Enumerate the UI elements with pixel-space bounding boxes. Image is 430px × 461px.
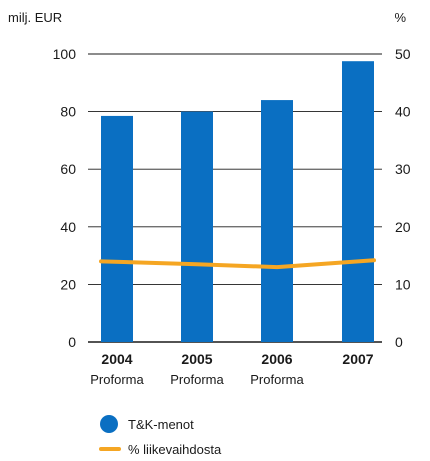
- right-tick-label: 50: [395, 46, 411, 62]
- legend-bar-swatch: [100, 415, 118, 433]
- right-tick-label: 40: [395, 104, 411, 120]
- left-tick-label: 40: [60, 219, 76, 235]
- left-tick-label: 100: [53, 46, 77, 62]
- bar-series: [101, 61, 374, 342]
- bar: [261, 100, 293, 342]
- left-tick-label: 80: [60, 104, 76, 120]
- right-axis-ticks: 0 10 20 30 40 50: [395, 46, 411, 350]
- bar: [342, 61, 374, 342]
- left-tick-label: 0: [68, 334, 76, 350]
- series-line: [99, 258, 376, 270]
- right-tick-label: 0: [395, 334, 403, 350]
- category-sublabel: Proforma: [170, 372, 224, 387]
- left-axis-unit: milj. EUR: [8, 10, 62, 25]
- right-tick-label: 20: [395, 219, 411, 235]
- bar: [181, 111, 213, 342]
- category-sublabel: Proforma: [90, 372, 144, 387]
- right-axis-unit: %: [394, 10, 406, 25]
- category-sublabel: Proforma: [250, 372, 304, 387]
- category-label: 2007: [342, 351, 373, 367]
- gridlines: [88, 53, 382, 343]
- legend-bar-label: T&K-menot: [128, 417, 194, 432]
- legend-line-label: % liikevaihdosta: [128, 442, 222, 457]
- right-tick-label: 10: [395, 276, 411, 292]
- left-axis-ticks: 0 20 40 60 80 100: [53, 46, 77, 350]
- line-series: [99, 258, 376, 270]
- right-tick-label: 30: [395, 161, 411, 177]
- legend: T&K-menot % liikevaihdosta: [99, 415, 222, 457]
- left-tick-label: 20: [60, 276, 76, 292]
- left-tick-label: 60: [60, 161, 76, 177]
- category-label: 2004: [101, 351, 132, 367]
- category-label: 2005: [181, 351, 212, 367]
- bar: [101, 115, 133, 342]
- category-label: 2006: [261, 351, 292, 367]
- category-labels: 2004 Proforma 2005 Proforma 2006 Proforma 2007: [90, 351, 374, 387]
